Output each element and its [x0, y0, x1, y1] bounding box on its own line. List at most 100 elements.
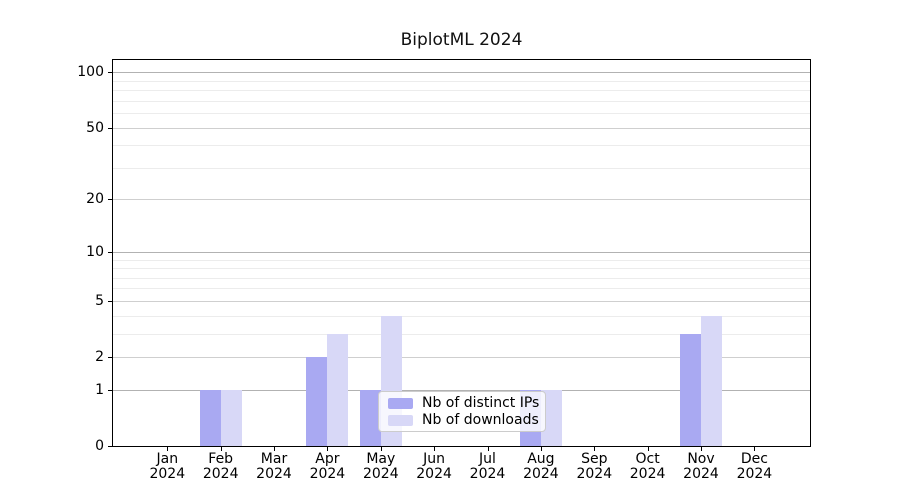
x-tick-jun — [434, 446, 436, 451]
x-tick-mar — [274, 446, 275, 451]
gridline-minor-40 — [113, 145, 810, 147]
bar-nov-downloads — [701, 315, 722, 446]
x-tick-jan — [167, 446, 169, 451]
gridline-2 — [113, 357, 810, 358]
y-tick-2 — [108, 357, 113, 358]
x-tick-feb — [220, 446, 222, 451]
x-tick-month-sep: Sep — [581, 451, 608, 467]
y-tick-10 — [108, 251, 113, 253]
x-tick-label-dec: Dec 2024 — [712, 452, 796, 482]
gridline-minor-4 — [113, 315, 810, 317]
bar-apr-downloads — [327, 333, 349, 446]
x-tick-aug — [540, 446, 542, 451]
x-tick-month-apr: Apr — [315, 451, 340, 467]
legend-item-downloads: Nb of downloads — [388, 412, 539, 428]
x-tick-month-mar: Mar — [260, 451, 288, 467]
legend: Nb of distinct IPs Nb of downloads — [378, 391, 546, 432]
x-tick-nov — [701, 446, 702, 451]
y-tick-1 — [108, 389, 113, 391]
x-tick-year-dec: 2024 — [736, 466, 773, 482]
x-tick-month-jan: Jan — [156, 451, 179, 467]
y-tick-label-2: 2 — [95, 349, 104, 365]
gridline-10 — [113, 251, 810, 253]
x-tick-month-dec: Dec — [740, 451, 768, 467]
y-tick-label-0: 0 — [95, 438, 104, 454]
x-tick-month-jul: Jul — [479, 451, 496, 467]
bar-aug-downloads — [540, 389, 562, 446]
gridline-1 — [113, 389, 810, 391]
y-tick-0 — [108, 446, 113, 447]
x-tick-year-may: 2024 — [362, 466, 399, 482]
legend-label-downloads: Nb of downloads — [422, 412, 539, 428]
y-tick-label-50: 50 — [86, 119, 104, 136]
x-tick-year-jun: 2024 — [416, 466, 452, 482]
x-tick-dec — [754, 446, 756, 451]
x-tick-label-jul: Jul 2024 — [446, 452, 530, 482]
x-tick-label-feb: Feb 2024 — [179, 452, 263, 482]
x-tick-label-jun: Jun 2024 — [392, 452, 476, 482]
y-tick-100 — [108, 72, 113, 74]
bar-may-ips — [359, 389, 381, 446]
gridline-minor-7 — [113, 277, 810, 279]
x-tick-year-apr: 2024 — [309, 466, 346, 482]
y-tick-20 — [108, 199, 113, 201]
y-tick-label-1: 1 — [95, 381, 104, 398]
bar-feb-ips — [199, 389, 221, 446]
y-tick-label-5: 5 — [95, 292, 104, 309]
x-tick-month-feb: Feb — [208, 451, 234, 467]
legend-item-distinct-ips: Nb of distinct IPs — [388, 395, 540, 411]
gridline-minor-70 — [113, 100, 810, 102]
gridline-minor-80 — [113, 90, 810, 92]
x-tick-label-may: May 2024 — [339, 452, 423, 482]
x-tick-label-nov: Nov 2024 — [659, 452, 743, 482]
gridline-5 — [113, 300, 810, 302]
x-tick-apr — [327, 446, 329, 451]
chart-title: BiplotML 2024 — [400, 30, 523, 50]
gridline-100 — [113, 72, 810, 74]
x-tick-year-aug: 2024 — [523, 466, 559, 482]
x-tick-month-jun: Jun — [423, 451, 446, 467]
y-tick-5 — [108, 300, 113, 302]
legend-label-distinct-ips: Nb of distinct IPs — [422, 395, 540, 411]
x-tick-may — [380, 446, 382, 451]
x-tick-label-mar: Mar 2024 — [232, 452, 316, 482]
gridline-minor-60 — [113, 113, 810, 114]
x-tick-oct — [647, 446, 649, 451]
x-tick-year-sep: 2024 — [576, 466, 613, 482]
bar-feb-downloads — [220, 389, 242, 446]
x-tick-year-feb: 2024 — [202, 466, 239, 482]
x-tick-label-apr: Apr 2024 — [285, 452, 369, 482]
x-tick-year-oct: 2024 — [629, 466, 666, 482]
gridline-50 — [113, 127, 810, 129]
legend-swatch-distinct-ips-icon — [388, 397, 413, 409]
x-tick-jul — [487, 446, 489, 451]
x-tick-year-mar: 2024 — [256, 466, 292, 482]
gridline-minor-90 — [113, 80, 810, 82]
x-tick-sep — [594, 446, 596, 451]
gridline-20 — [113, 199, 810, 201]
x-tick-month-nov: Nov — [687, 451, 715, 467]
gridline-minor-8 — [113, 268, 810, 269]
x-tick-label-oct: Oct 2024 — [606, 452, 690, 482]
gridline-minor-30 — [113, 167, 810, 169]
x-tick-label-jan: Jan 2024 — [125, 452, 209, 482]
y-tick-50 — [108, 127, 113, 129]
bar-nov-ips — [680, 333, 701, 446]
x-tick-month-oct: Oct — [635, 451, 660, 467]
bar-apr-ips — [306, 357, 328, 446]
gridline-minor-6 — [113, 288, 810, 290]
gridline-minor-3 — [113, 333, 810, 335]
x-tick-label-sep: Sep 2024 — [552, 452, 636, 482]
x-tick-label-aug: Aug 2024 — [499, 452, 583, 482]
y-tick-label-100: 100 — [77, 64, 104, 81]
gridline-minor-9 — [113, 259, 810, 261]
x-tick-month-may: May — [366, 451, 396, 467]
legend-swatch-downloads-icon — [388, 414, 413, 426]
x-tick-month-aug: Aug — [527, 451, 555, 467]
x-tick-year-jan: 2024 — [149, 466, 186, 482]
y-tick-label-20: 20 — [86, 191, 104, 208]
x-tick-year-nov: 2024 — [683, 466, 719, 482]
plot-area — [112, 59, 811, 447]
x-tick-year-jul: 2024 — [469, 466, 506, 482]
